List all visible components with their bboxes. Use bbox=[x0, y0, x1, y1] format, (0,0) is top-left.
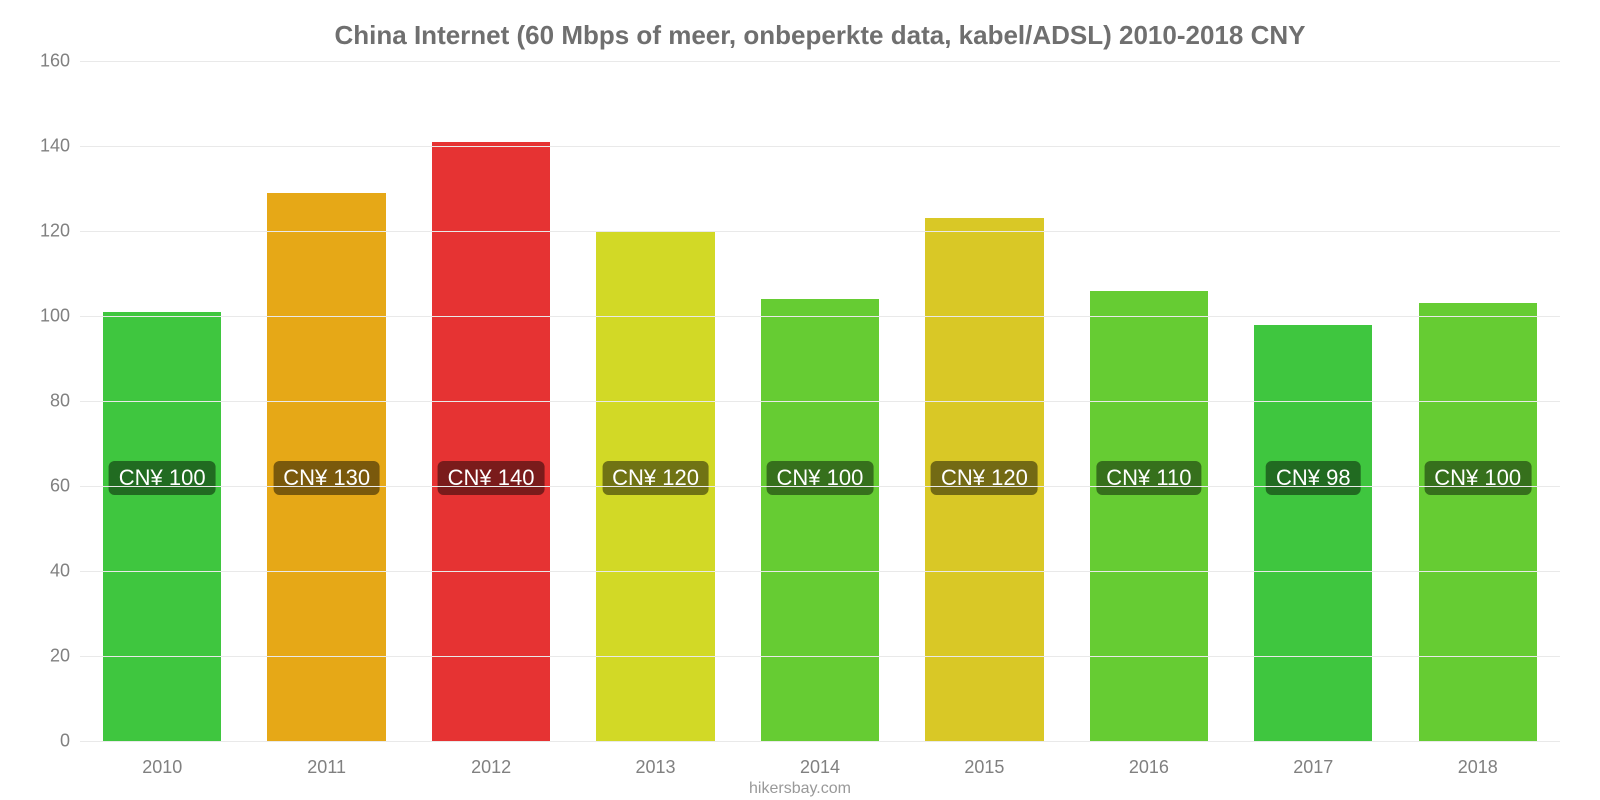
plot-area: CN¥ 100 CN¥ 130 CN¥ 140 CN¥ 120 CN¥ 100 CN¥ 1… bbox=[80, 61, 1560, 741]
gridline bbox=[80, 231, 1560, 232]
gridline bbox=[80, 741, 1560, 742]
y-tick-label: 80 bbox=[25, 391, 70, 412]
source-label: hikersbay.com bbox=[0, 780, 1600, 798]
x-tick-label: 2016 bbox=[1067, 757, 1231, 778]
x-tick-label: 2012 bbox=[409, 757, 573, 778]
chart-title: China Internet (60 Mbps of meer, onbeper… bbox=[80, 20, 1560, 51]
chart-container: China Internet (60 Mbps of meer, onbeper… bbox=[0, 0, 1600, 800]
y-tick-label: 120 bbox=[25, 221, 70, 242]
y-tick-label: 40 bbox=[25, 561, 70, 582]
gridline bbox=[80, 316, 1560, 317]
bar-value-label: CN¥ 110 bbox=[1096, 461, 1201, 495]
bar-value-label: CN¥ 100 bbox=[767, 461, 874, 495]
y-tick-label: 60 bbox=[25, 476, 70, 497]
bar-fill bbox=[103, 312, 221, 741]
y-tick-label: 140 bbox=[25, 136, 70, 157]
x-tick-label: 2011 bbox=[244, 757, 408, 778]
bar-fill bbox=[1254, 325, 1372, 742]
bar-value-label: CN¥ 120 bbox=[602, 461, 709, 495]
bar-value-label: CN¥ 140 bbox=[438, 461, 545, 495]
gridline bbox=[80, 571, 1560, 572]
x-tick-label: 2010 bbox=[80, 757, 244, 778]
bar-value-label: CN¥ 100 bbox=[109, 461, 216, 495]
x-tick-label: 2015 bbox=[902, 757, 1066, 778]
gridline bbox=[80, 61, 1560, 62]
gridline bbox=[80, 656, 1560, 657]
bar-value-label: CN¥ 120 bbox=[931, 461, 1038, 495]
bar-value-label: CN¥ 130 bbox=[273, 461, 380, 495]
gridline bbox=[80, 486, 1560, 487]
bar-fill bbox=[1090, 291, 1208, 742]
bar-fill bbox=[761, 299, 879, 741]
x-axis-labels: 201020112012201320142015201620172018 bbox=[80, 757, 1560, 778]
gridline bbox=[80, 401, 1560, 402]
x-tick-label: 2018 bbox=[1396, 757, 1560, 778]
y-tick-label: 160 bbox=[25, 51, 70, 72]
bar-value-label: CN¥ 98 bbox=[1266, 461, 1361, 495]
bar-fill bbox=[1419, 303, 1537, 741]
y-tick-label: 20 bbox=[25, 646, 70, 667]
y-tick-label: 0 bbox=[25, 731, 70, 752]
bar-value-label: CN¥ 100 bbox=[1424, 461, 1531, 495]
x-tick-label: 2014 bbox=[738, 757, 902, 778]
x-tick-label: 2017 bbox=[1231, 757, 1395, 778]
gridline bbox=[80, 146, 1560, 147]
y-tick-label: 100 bbox=[25, 306, 70, 327]
x-tick-label: 2013 bbox=[573, 757, 737, 778]
